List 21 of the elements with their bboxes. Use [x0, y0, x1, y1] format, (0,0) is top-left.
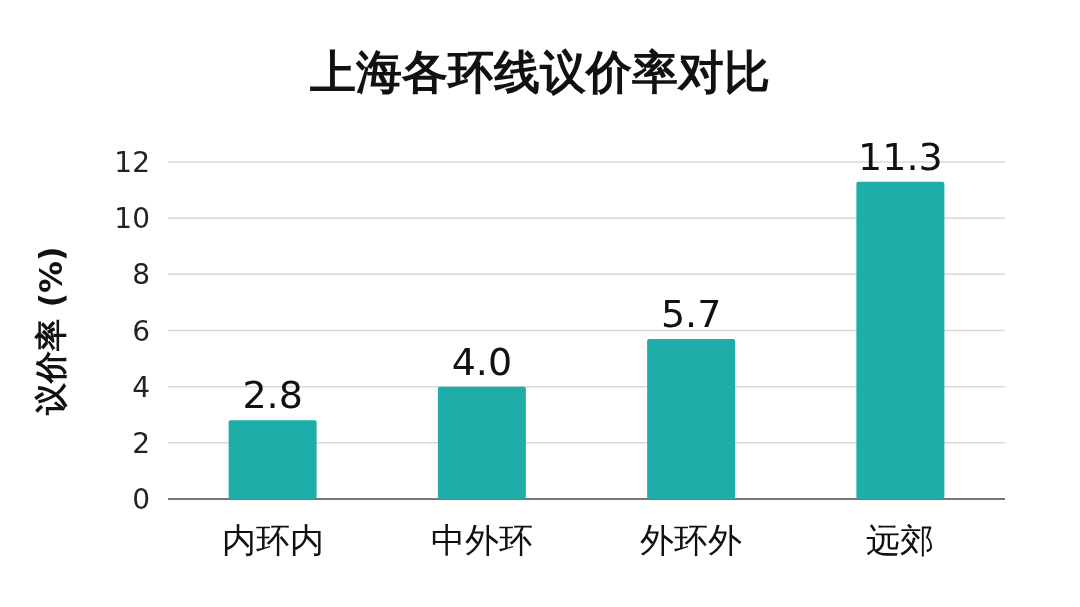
y-tick-label: 4 — [132, 370, 150, 404]
bar — [228, 420, 317, 499]
y-tick-label: 2 — [132, 426, 150, 460]
data-label: 4.0 — [451, 339, 513, 384]
bar — [856, 181, 945, 499]
data-label: 5.7 — [660, 291, 722, 336]
data-label: 11.3 — [858, 134, 943, 179]
bar — [437, 386, 526, 499]
y-tick-label: 12 — [114, 146, 150, 179]
x-tick-label: 中外环 — [430, 520, 533, 560]
chart-title: 上海各环线议价率对比 — [310, 45, 770, 99]
y-axis-title: 议价率 (%) — [32, 246, 70, 416]
bar — [647, 338, 736, 499]
x-tick-label: 外环外 — [640, 520, 743, 560]
y-tick-label: 8 — [132, 258, 150, 292]
y-tick-label: 0 — [132, 483, 150, 516]
x-tick-label: 远郊 — [866, 520, 935, 560]
y-tick-label: 6 — [132, 314, 150, 348]
x-tick-label: 内环内 — [221, 520, 324, 560]
data-label: 2.8 — [242, 373, 303, 418]
y-tick-label: 10 — [114, 202, 150, 236]
